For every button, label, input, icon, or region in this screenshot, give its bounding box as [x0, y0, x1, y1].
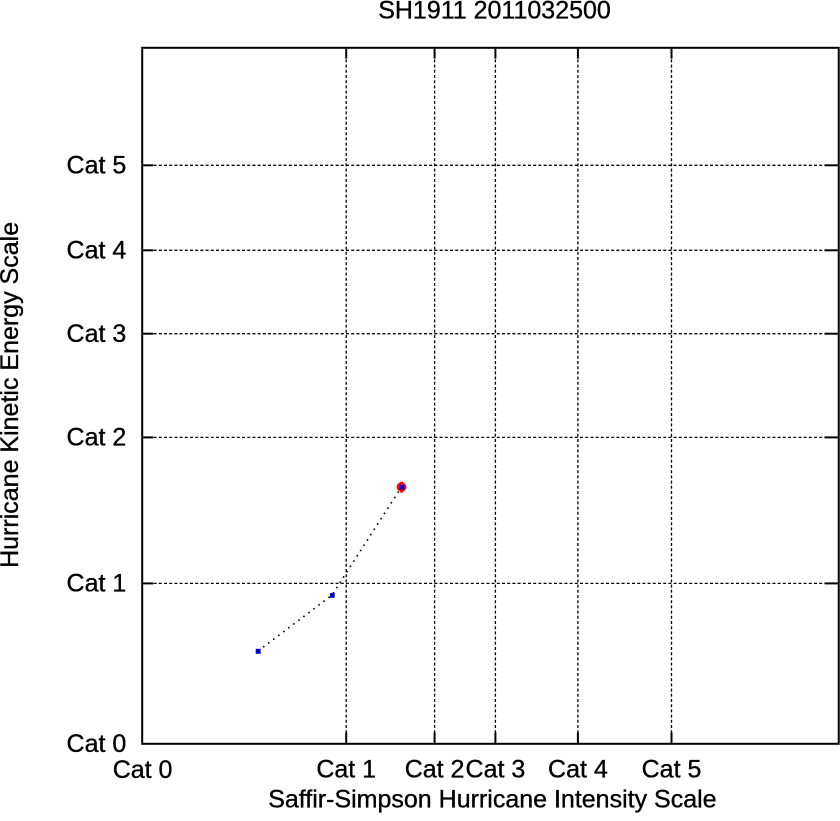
svg-text:Cat 1: Cat 1 [67, 569, 127, 597]
svg-text:Cat 4: Cat 4 [67, 236, 127, 264]
svg-text:Cat 5: Cat 5 [67, 151, 127, 179]
svg-text:Cat 5: Cat 5 [642, 756, 702, 784]
svg-text:Hurricane Kinetic Energy Scale: Hurricane Kinetic Energy Scale [0, 222, 24, 568]
svg-text:Cat 3: Cat 3 [466, 756, 526, 784]
svg-text:Cat 3: Cat 3 [67, 320, 127, 348]
svg-text:Cat 0: Cat 0 [67, 730, 127, 758]
svg-text:Cat 2: Cat 2 [67, 424, 127, 452]
svg-text:Saffir-Simpson Hurricane Inten: Saffir-Simpson Hurricane Intensity Scale [268, 786, 716, 814]
svg-text:Cat 4: Cat 4 [548, 756, 608, 784]
svg-text:Cat 1: Cat 1 [316, 756, 376, 784]
svg-text:Cat 0: Cat 0 [113, 756, 173, 784]
svg-text:Cat 2: Cat 2 [405, 756, 465, 784]
svg-text:SH1911 2011032500: SH1911 2011032500 [378, 0, 611, 25]
